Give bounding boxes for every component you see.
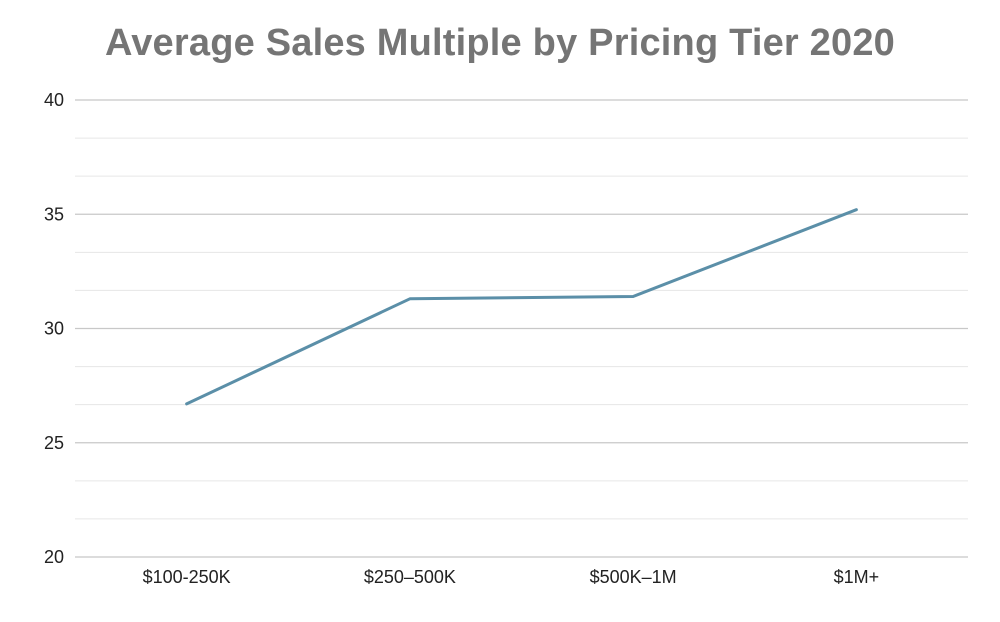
series-layer: [185, 208, 858, 406]
y-tick-label: 30: [44, 319, 64, 339]
x-tick-label: $250–500K: [364, 567, 456, 587]
x-tick-label: $500K–1M: [590, 567, 677, 587]
series-line: [185, 208, 858, 406]
y-tick-label: 25: [44, 433, 64, 453]
y-tick-label: 40: [44, 90, 64, 110]
x-tick-label: $100-250K: [143, 567, 231, 587]
x-axis-ticks: $100-250K $250–500K $500K–1M $1M+: [143, 567, 880, 587]
y-tick-label: 20: [44, 547, 64, 567]
y-tick-label: 35: [44, 204, 64, 224]
chart-title: Average Sales Multiple by Pricing Tier 2…: [104, 22, 896, 64]
grid-lines: [75, 99, 968, 558]
y-axis-ticks: 20 25 30 35 40: [44, 90, 64, 567]
x-tick-label: $1M+: [834, 567, 880, 587]
